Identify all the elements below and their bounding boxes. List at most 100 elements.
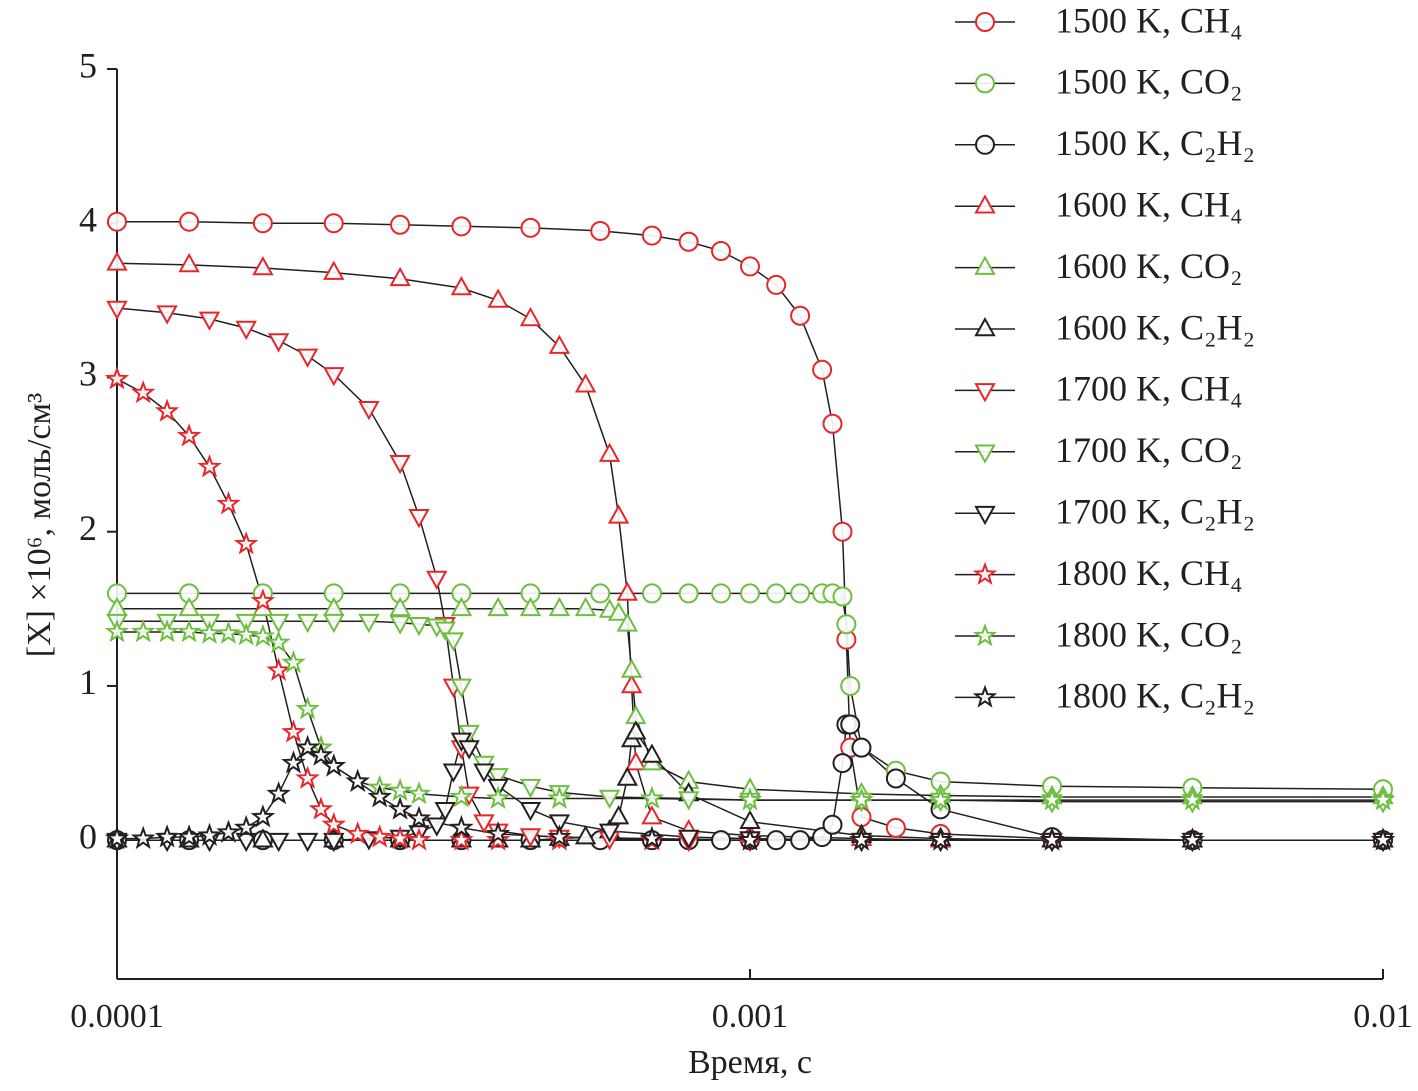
point (836, 614, 857, 635)
point (766, 830, 787, 851)
point (406, 781, 432, 805)
point (390, 214, 411, 235)
y-axis-label: [X] ×10⁶, моль/см³ (21, 393, 58, 658)
point (450, 678, 473, 698)
point (574, 596, 597, 617)
point (252, 256, 274, 276)
x-tick-label: 0.001 (712, 998, 789, 1035)
point (252, 828, 274, 848)
legend-label: 1800 K, CH₄ (1055, 553, 1243, 593)
point (451, 216, 472, 237)
point (250, 588, 276, 612)
point (616, 581, 638, 601)
point (790, 830, 811, 851)
point (832, 753, 853, 774)
point (296, 832, 319, 853)
point (598, 823, 621, 843)
point (179, 211, 200, 232)
point (156, 305, 178, 325)
point (473, 763, 495, 783)
point (598, 789, 621, 809)
point (296, 348, 319, 368)
point (408, 509, 430, 529)
point (450, 276, 473, 296)
point (387, 796, 413, 820)
point (406, 827, 432, 851)
point (840, 675, 861, 696)
point (250, 804, 276, 828)
legend-marker (975, 73, 995, 94)
point (849, 827, 874, 851)
point (574, 373, 597, 393)
point (235, 832, 257, 853)
point (367, 784, 392, 808)
point (106, 596, 128, 617)
point (233, 531, 259, 555)
point (520, 217, 541, 238)
point (130, 619, 156, 643)
point (547, 785, 572, 810)
point (740, 256, 760, 277)
point (426, 570, 448, 590)
point (323, 613, 345, 634)
y-tick-label: 3 (79, 354, 97, 394)
legend-marker (974, 255, 996, 275)
point (130, 380, 156, 404)
x-axis-label: Время, с (688, 1044, 812, 1081)
point (849, 787, 874, 811)
point (442, 763, 465, 783)
legend-marker (972, 623, 998, 647)
legend-marker (974, 444, 996, 464)
point (130, 825, 156, 850)
point (840, 714, 861, 735)
point (176, 824, 202, 848)
point (737, 827, 763, 851)
y-tick-label: 4 (79, 200, 97, 240)
point (711, 830, 732, 851)
point (487, 768, 509, 788)
point (389, 615, 411, 635)
point (885, 817, 906, 838)
point (321, 753, 347, 777)
x-tick-label: 0.01 (1353, 998, 1413, 1035)
point (574, 825, 597, 845)
legend-marker (974, 383, 996, 403)
point (620, 658, 643, 678)
point (106, 251, 128, 271)
point (267, 832, 290, 853)
point (106, 300, 128, 321)
point (625, 751, 647, 771)
point (387, 825, 413, 850)
point (928, 787, 953, 811)
point (711, 583, 732, 604)
legend-label: 1600 K, CO₂ (1055, 246, 1243, 286)
point (389, 596, 411, 617)
point (104, 366, 130, 390)
legend-label: 1700 K, CH₄ (1055, 369, 1243, 409)
legend-label: 1500 K, CO₂ (1055, 62, 1243, 102)
point (616, 766, 638, 786)
point (851, 737, 872, 758)
point (434, 802, 456, 822)
point (358, 613, 380, 634)
point (216, 819, 241, 843)
point (176, 423, 202, 447)
point (281, 750, 306, 774)
point (367, 824, 392, 848)
point (822, 814, 843, 835)
legend-label: 1800 K, CO₂ (1055, 614, 1243, 654)
point (590, 220, 611, 241)
point (485, 821, 511, 845)
point (928, 827, 953, 851)
point (641, 805, 663, 825)
point (178, 252, 200, 273)
point (389, 455, 411, 475)
point (266, 781, 291, 805)
point (197, 822, 222, 846)
legend-marker (974, 317, 996, 337)
point (323, 213, 344, 234)
point (233, 622, 259, 646)
point (154, 619, 180, 643)
point (449, 784, 474, 808)
